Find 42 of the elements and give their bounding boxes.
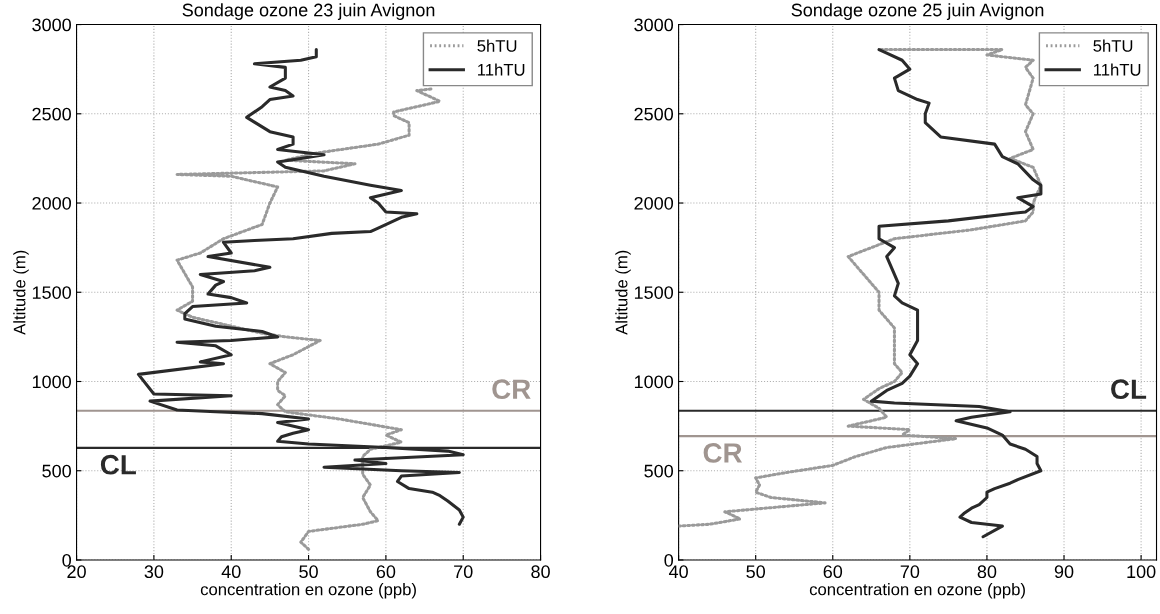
y-tick-label: 3000 — [32, 18, 71, 32]
y-tick-label: 500 — [42, 464, 71, 478]
x-tick-label: 40 — [221, 565, 241, 579]
x-tick-label: 80 — [531, 565, 550, 579]
ref-line-label: CR — [703, 443, 743, 463]
y-tick-label: 2500 — [32, 107, 71, 121]
y-tick-label: 2000 — [634, 196, 674, 210]
legend-label: 11hTU — [1094, 63, 1141, 76]
legend-label: 5hTU — [477, 39, 517, 52]
x-tick-label: 60 — [823, 565, 843, 579]
y-tick-label: 1000 — [634, 375, 674, 389]
x-tick-label: 70 — [900, 565, 920, 579]
x-tick-label: 70 — [454, 565, 473, 579]
x-axis-title: concentration en ozone (ppb) — [809, 583, 1025, 599]
ref-line-label: CL — [100, 454, 136, 475]
x-tick-label: 40 — [668, 565, 688, 579]
x-tick-label: 60 — [376, 565, 396, 579]
chart-title: Sondage ozone 23 juin Avignon — [182, 3, 435, 20]
y-tick-label: 2500 — [634, 107, 674, 121]
y-tick-label: 3000 — [634, 18, 674, 32]
y-tick-label: 1500 — [32, 286, 71, 299]
legend-label: 11hTU — [478, 63, 525, 76]
x-tick-label: 30 — [144, 565, 164, 579]
legend-label: 5hTU — [1093, 39, 1133, 52]
x-tick-label: 80 — [977, 565, 997, 579]
x-axis-title: concentration en ozone (ppb) — [200, 583, 416, 599]
x-tick-label: 100 — [1127, 565, 1156, 579]
y-tick-label: 0 — [62, 553, 71, 567]
ref-line-label: CL — [1111, 379, 1147, 400]
y-axis-title: Altitude (m) — [13, 250, 29, 335]
chart-title: Sondage ozone 25 juin Avignon — [791, 3, 1044, 20]
y-tick-label: 0 — [664, 553, 674, 567]
y-tick-label: 1500 — [634, 286, 674, 299]
y-tick-label: 2000 — [32, 196, 71, 210]
x-tick-label: 20 — [67, 565, 86, 579]
x-tick-label: 50 — [299, 565, 318, 579]
x-tick-label: 50 — [746, 565, 766, 579]
x-tick-label: 90 — [1054, 565, 1074, 579]
ref-line-label: CR — [492, 379, 531, 400]
y-tick-label: 1000 — [32, 375, 71, 389]
y-axis-title: Altitude (m) — [615, 250, 631, 335]
y-tick-label: 500 — [644, 464, 674, 478]
